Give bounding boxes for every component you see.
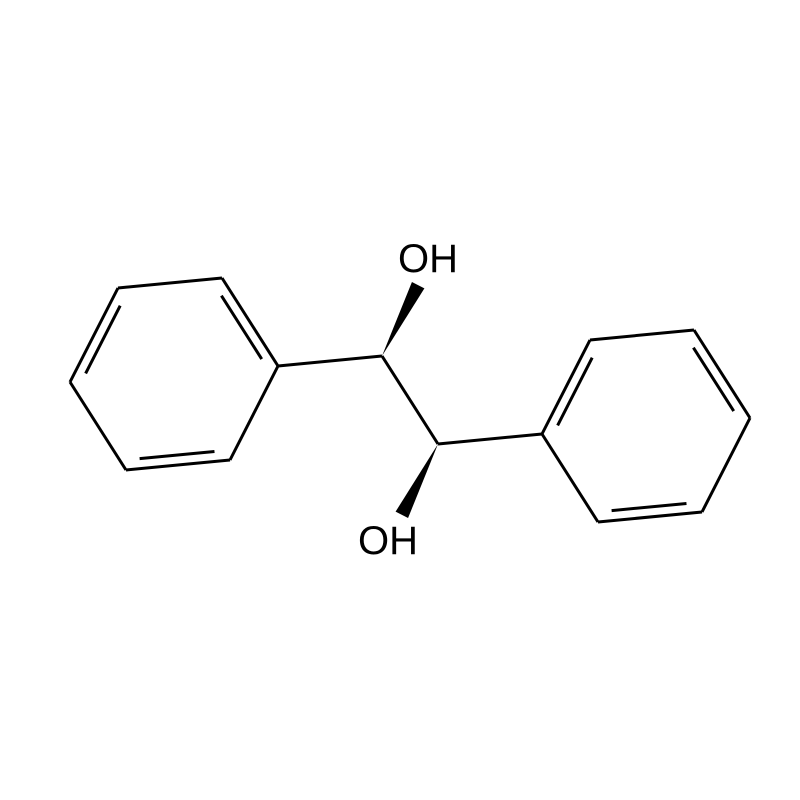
atom-label: OH [398, 237, 458, 281]
molecule-diagram: OH OH [0, 0, 800, 800]
atom-label: OH [358, 519, 418, 563]
